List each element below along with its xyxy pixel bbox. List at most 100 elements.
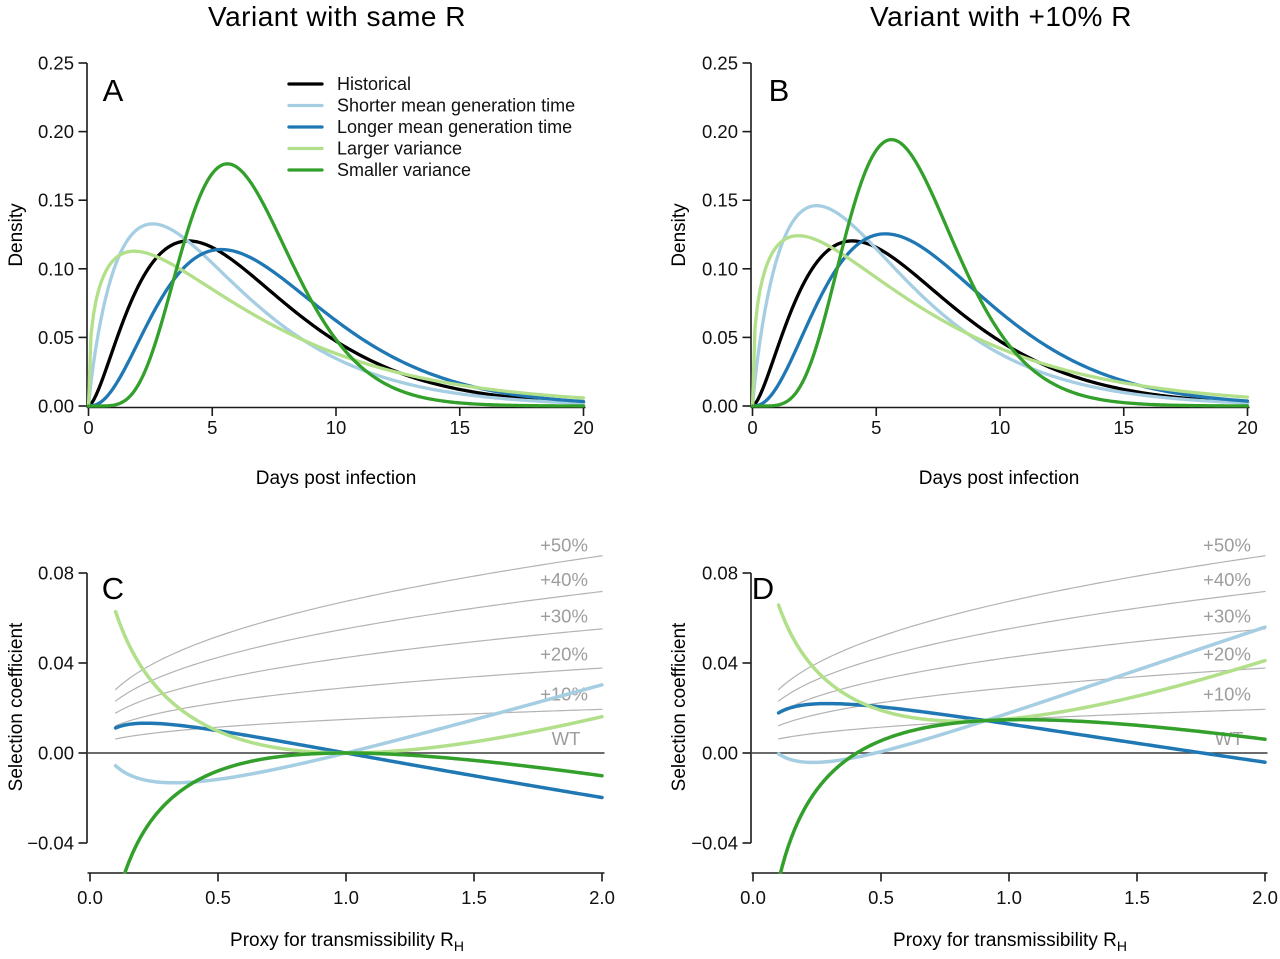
y-tick-label: 0.15 [702,190,738,211]
x-tick-label: 1.5 [461,887,487,908]
y-tick-label: 0.00 [38,396,74,417]
reference-label-+20%: +20% [540,644,588,665]
y-tick-label: 0.25 [702,53,738,74]
y-tick-label: 0.20 [38,121,74,142]
panel-c: −0.040.000.040.080.0 0.5 1.0 1.5 2.0+10%+20%… [27,531,615,908]
x-tick-label: 0.0 [77,887,103,908]
y-tick-label: 0.08 [38,563,74,584]
reference-curve-+50% [114,555,603,691]
x-tick-label: 10 [990,417,1011,438]
x-tick-label: 5 [207,417,217,438]
x-axis-title-a: Days post infection [255,468,417,489]
y-axis-title-c: Selection coefficient [6,622,27,792]
x-tick-label: 1.5 [1124,887,1150,908]
curve-c-3 [122,751,604,874]
x-tick-label: 5 [871,417,881,438]
curve-d-0 [776,625,1267,765]
y-tick-label: 0.05 [38,327,74,348]
legend-item-label: Shorter mean generation time [337,96,575,116]
x-axis-title-c: Proxy for transmissibility RH [230,930,464,954]
legend-item-label: Smaller variance [337,160,471,180]
curve-a-2 [86,247,586,408]
y-tick-label: 0.00 [702,743,738,764]
curve-c-1 [113,721,604,800]
x-tick-label: 20 [573,417,594,438]
x-tick-label: 15 [449,417,470,438]
y-tick-label: 0.08 [702,563,738,584]
x-tick-label: 0.0 [740,887,766,908]
x-tick-label: 0.5 [205,887,231,908]
y-tick-label: 0.05 [702,327,738,348]
x-tick-label: 2.0 [1252,887,1278,908]
reference-curve-+40% [777,590,1266,702]
legend-item-label: Longer mean generation time [337,117,572,137]
x-tick-label: 0.5 [868,887,894,908]
curve-b-0 [750,239,1250,408]
x-axis-title-c-sub: H [453,937,464,954]
curve-a-4 [86,162,586,408]
y-tick-label: 0.00 [702,396,738,417]
x-axis-title-c-main: Proxy for transmissibility R [230,930,454,951]
curve-b-1 [750,204,1250,408]
curve-b-3 [750,234,1250,408]
reference-label-+40%: +40% [540,569,588,590]
x-tick-label: 2.0 [589,887,615,908]
y-tick-label: −0.04 [691,833,738,854]
reference-curve-+40% [114,590,603,702]
reference-curve-+50% [777,555,1266,691]
y-tick-label: −0.04 [27,833,74,854]
wt-label: WT [552,728,581,749]
x-tick-label: 15 [1113,417,1134,438]
x-axis-title-d-sub: H [1116,937,1127,954]
column-title-left: Variant with same R [208,1,466,32]
y-axis-title-a: Density [6,203,27,267]
y-tick-label: 0.10 [38,258,74,279]
x-axis-title-b: Days post infection [918,468,1080,489]
legend-item-label: Historical [337,74,411,94]
y-axis-title-d: Selection coefficient [669,622,690,792]
y-tick-label: 0.20 [702,121,738,142]
y-axis-title-b: Density [669,203,690,267]
x-tick-label: 10 [326,417,347,438]
curve-a-1 [86,222,586,408]
reference-label-+10%: +10% [1203,684,1251,705]
reference-curve-+20% [114,667,603,727]
reference-label-+30%: +30% [1203,605,1251,626]
y-tick-label: 0.04 [702,653,738,674]
reference-label-+40%: +40% [1203,569,1251,590]
reference-curve-+10% [777,708,1266,740]
curve-d-2 [776,603,1267,723]
curve-a-3 [86,249,586,408]
y-tick-label: 0.25 [38,53,74,74]
legend-item-label: Larger variance [337,139,462,159]
curve-c-2 [113,609,604,755]
reference-label-+30%: +30% [540,605,588,626]
x-tick-label: 0 [83,417,93,438]
x-tick-label: 1.0 [996,887,1022,908]
panel-label-b: B [768,73,790,108]
x-tick-label: 0 [747,417,757,438]
curve-b-4 [750,137,1250,408]
panel-d: −0.040.000.040.080.0 0.5 1.0 1.5 2.0+10%+20%… [691,531,1278,908]
reference-label-+50%: +50% [540,534,588,555]
curve-b-2 [750,232,1250,408]
reference-curve-+30% [114,628,603,714]
y-tick-label: 0.04 [38,653,74,674]
panel-b: 0.00 0.05 0.10 0.15 0.20 0.25 0 5 10 15 20 [702,53,1258,439]
curve-d-3 [778,717,1267,874]
x-tick-label: 20 [1237,417,1258,438]
column-title-right: Variant with +10% R [870,1,1132,32]
y-tick-label: 0.00 [38,743,74,764]
reference-curve-+30% [777,628,1266,714]
panel-label-a: A [102,73,124,108]
x-tick-label: 1.0 [333,887,359,908]
panel-label-c: C [101,571,125,606]
wt-label: WT [1215,728,1244,749]
x-axis-title-d-main: Proxy for transmissibility R [893,930,1117,951]
curve-d-1 [776,701,1267,764]
y-tick-label: 0.10 [702,258,738,279]
panel-a: 0.00 0.05 0.10 0.15 0.20 0.25 0 5 10 15 20 Historic… [38,53,594,439]
